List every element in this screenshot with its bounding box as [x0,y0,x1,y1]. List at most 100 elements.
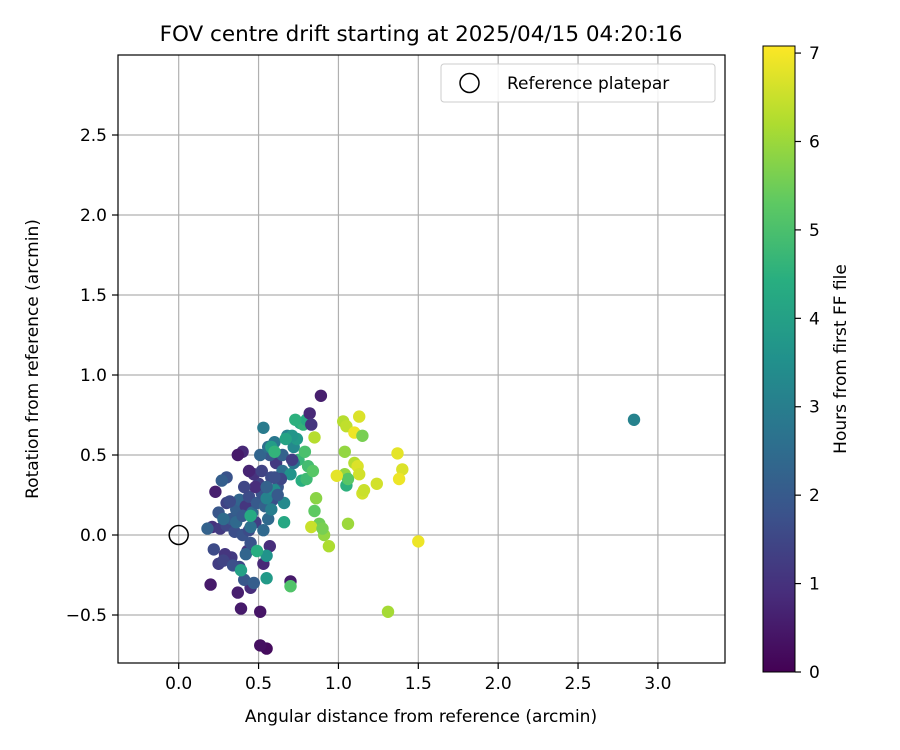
x-tick-label: 2.0 [485,674,512,694]
colorbar-tick-label: 1 [809,575,820,595]
data-point [305,418,318,431]
data-point [239,548,252,561]
data-point [209,485,222,498]
data-point [255,464,268,478]
colorbar-tick-label: 0 [809,663,820,683]
colorbar-tick-label: 5 [809,221,820,241]
y-tick-label: 0.0 [80,526,107,546]
data-point [234,602,248,615]
x-axis: 0.0 0.5 1.0 1.5 2.0 2.5 3.0 [165,663,671,694]
x-tick-label: 0.5 [245,674,272,694]
data-point [238,480,251,494]
data-point [215,474,228,487]
x-axis-label: Angular distance from reference (arcmin) [245,707,597,727]
y-tick-label: 0.5 [80,446,107,466]
data-point [262,512,275,526]
data-point [308,504,321,518]
data-point [249,480,262,494]
data-point [314,389,328,402]
data-point [265,503,278,516]
data-point [257,421,270,434]
data-point [263,540,276,553]
data-point [234,564,248,577]
colorbar-tick-label: 4 [809,309,820,329]
data-point [309,492,323,505]
colorbar: 0 1 2 3 4 5 6 7 Hours from first FF file [762,44,851,683]
colorbar-tick-label: 3 [809,398,820,418]
y-axis: −0.5 0.0 0.5 1.0 1.5 2.0 2.5 [66,126,118,626]
data-point [285,453,299,466]
data-point [353,410,366,423]
data-point [207,543,220,556]
data-point [284,580,297,593]
data-point [277,516,291,529]
y-tick-label: −0.5 [66,606,107,626]
colorbar-ticks: 0 1 2 3 4 5 6 7 [795,44,820,683]
data-point [338,445,351,458]
data-point [306,464,320,478]
data-point [244,520,257,534]
data-point [627,413,641,426]
data-point [268,445,281,458]
data-point [250,544,264,558]
data-point [268,471,281,484]
data-point [316,522,329,535]
x-tick-label: 2.5 [565,674,592,694]
data-point [260,549,273,562]
data-point [254,639,267,652]
data-point [231,586,244,599]
data-point [217,512,230,526]
x-tick-label: 3.0 [644,674,671,694]
legend-marker-icon [459,72,480,94]
x-tick-label: 1.0 [325,674,352,694]
data-point [223,495,236,508]
data-point [308,431,321,444]
data-point [257,524,270,537]
chart-title: FOV centre drift starting at 2025/04/15 … [160,22,683,47]
data-point [357,484,371,497]
data-point [396,463,409,476]
colorbar-tick-label: 6 [809,132,820,152]
data-point [370,477,383,490]
data-point [271,488,284,502]
reference-platepar-marker [168,524,189,546]
data-point [284,468,297,481]
data-points [201,389,641,655]
plot-frame [117,54,726,664]
colorbar-label: Hours from first FF file [831,264,851,454]
data-point [381,605,395,618]
legend-label: Reference platepar [507,74,669,94]
data-point [260,480,273,494]
x-tick-label: 0.0 [165,674,192,694]
colorbar-tick-label: 2 [809,486,820,506]
y-tick-label: 2.5 [80,126,107,146]
data-point [341,517,355,530]
data-point [247,576,260,590]
data-point [201,522,214,535]
data-point [392,472,406,486]
data-point [356,429,369,442]
colorbar-gradient [762,45,796,673]
legend: Reference platepar [440,63,716,103]
data-point [341,472,355,486]
grid-lines [118,55,725,663]
data-point [391,447,404,460]
data-point [238,573,251,586]
data-point [217,554,230,567]
data-point [330,469,343,482]
legend-box [440,63,716,103]
data-point [242,464,256,478]
data-point [298,445,312,458]
data-point [322,540,336,553]
y-tick-label: 1.0 [80,366,107,386]
data-point [279,432,292,446]
data-point [412,535,425,548]
y-tick-label: 1.5 [80,286,107,306]
y-tick-label: 2.0 [80,206,107,226]
data-point [353,468,366,481]
data-point [289,413,302,426]
data-point [231,448,244,462]
data-point [260,492,273,505]
x-tick-label: 1.5 [405,674,432,694]
